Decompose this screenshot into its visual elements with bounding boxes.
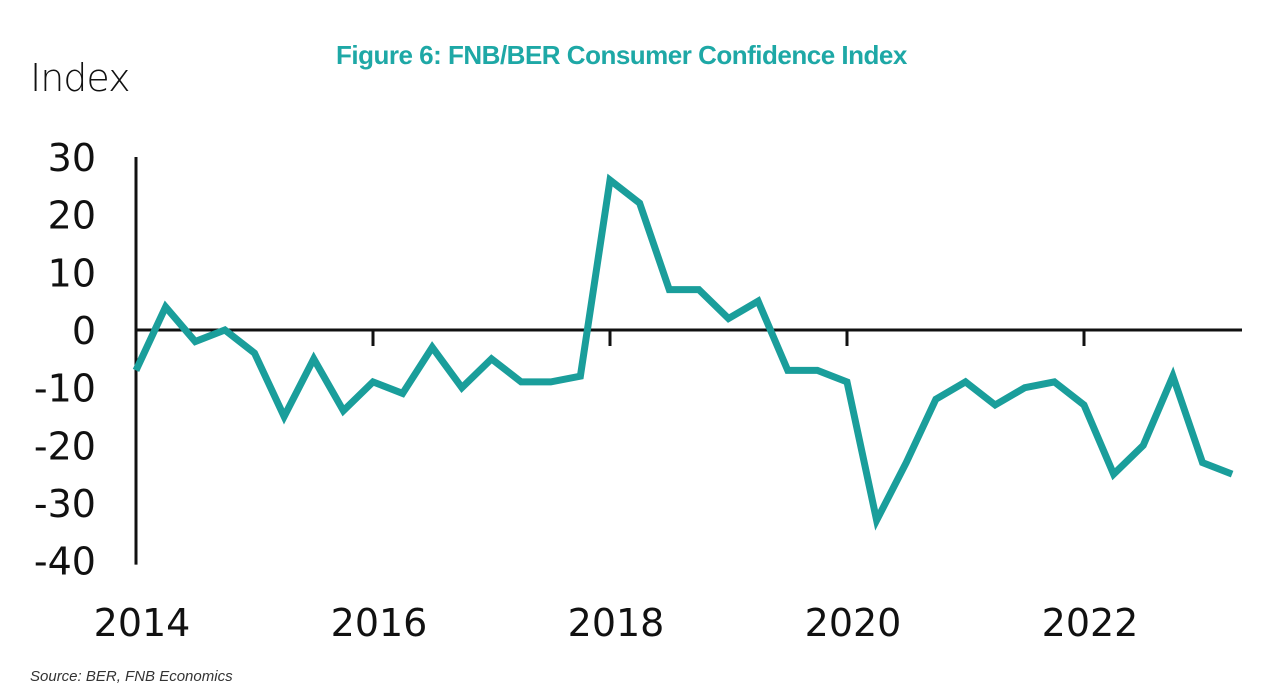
x-tick-label: 2022 [1042, 601, 1139, 645]
series-line [132, 173, 1234, 531]
x-tick-label: 2020 [805, 601, 902, 645]
y-tick-label: 20 [48, 194, 96, 238]
y-tick-label: -10 [34, 367, 96, 411]
source-note: Source: BER, FNB Economics [30, 668, 233, 685]
y-tick-label: 10 [48, 251, 96, 295]
x-tick-label: 2016 [331, 601, 428, 645]
y-tick-label: -20 [34, 424, 96, 468]
y-tick-label: 0 [72, 309, 96, 353]
y-tick-label: -30 [34, 482, 96, 526]
y-tick-label: -40 [34, 540, 96, 584]
y-tick-label: 30 [48, 136, 96, 180]
y-axis-label: Index [30, 56, 131, 100]
x-tick-label: 2018 [568, 601, 665, 645]
chart-title: Figure 6: FNB/BER Consumer Confidence In… [336, 40, 907, 70]
x-tick-label: 2014 [94, 601, 191, 645]
